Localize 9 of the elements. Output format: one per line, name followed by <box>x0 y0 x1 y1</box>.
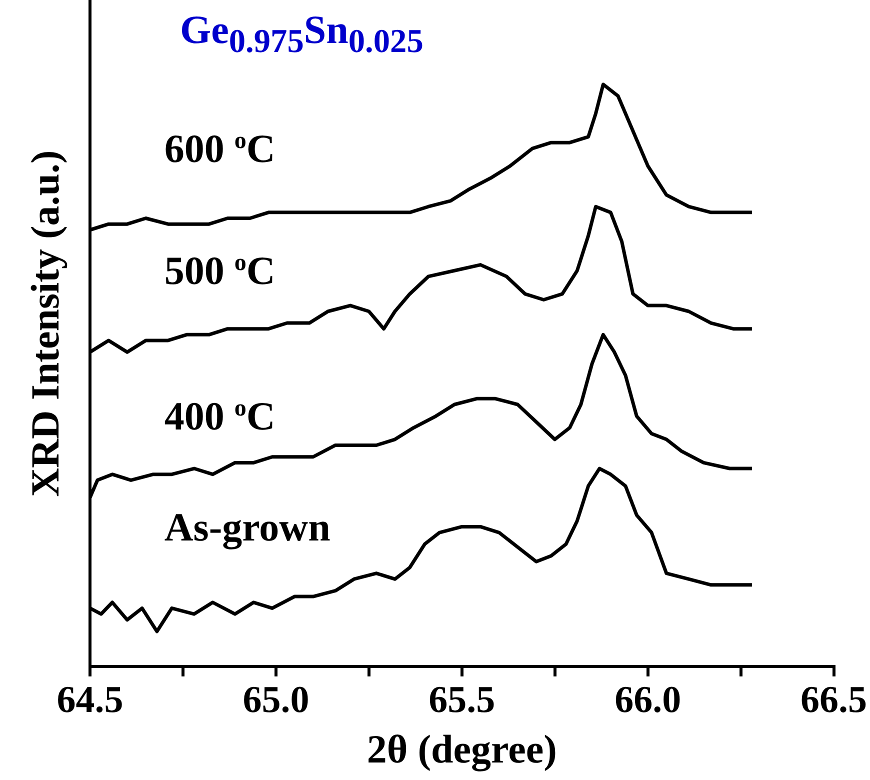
x-tick-label: 66.5 <box>800 679 867 722</box>
y-axis-title: XRD Intensity (a.u.) <box>22 149 68 499</box>
x-tick-label: 64.5 <box>56 679 124 722</box>
x-axis-title: 2θ (degree) <box>366 726 557 772</box>
chart-title: Ge$_{0.975}$Sn$_{0.025}$ <box>180 6 424 61</box>
x-tick-label: 65.5 <box>428 679 496 722</box>
x-tick-label: 66.0 <box>614 679 682 722</box>
x-tick-label: 65.0 <box>242 679 310 722</box>
series-label: As-grown <box>164 504 330 550</box>
